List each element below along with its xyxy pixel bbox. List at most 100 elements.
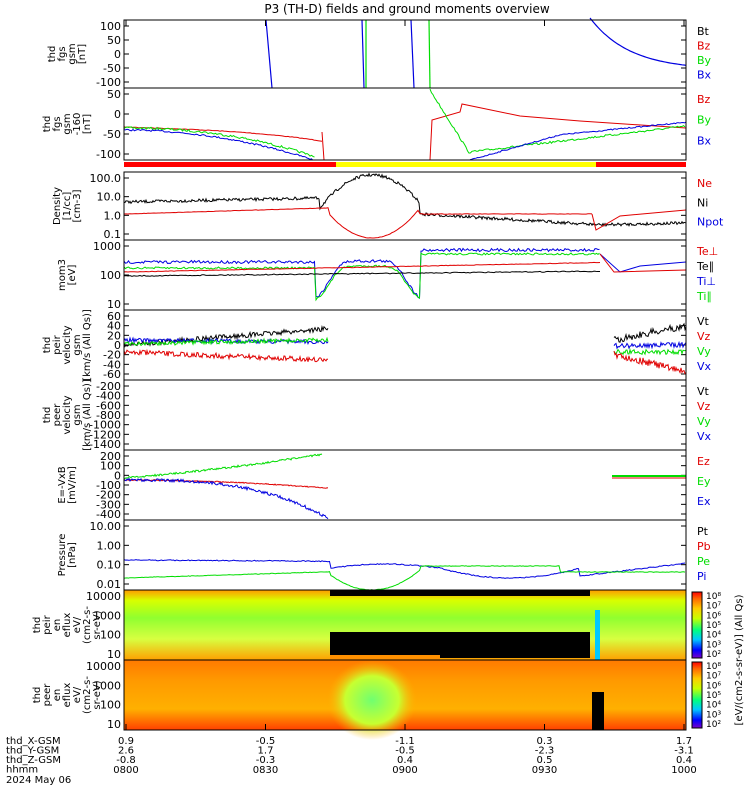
orbit-row-value: 0.4 — [676, 755, 692, 766]
y-label-line: [km/s (All Qs)] — [82, 379, 93, 451]
y-label-line: eflux — [62, 613, 73, 638]
colorbar-tick-label: 10⁷ — [706, 602, 721, 612]
region-bar — [336, 162, 596, 167]
y-tick-label: 40 — [107, 320, 121, 333]
y-tick-label: -100 — [96, 76, 121, 89]
legend-Pi: Pi — [697, 570, 706, 583]
colorbar: 10⁸10⁷10⁶10⁵10⁴10³10²10⁸10⁷10⁶10⁵10⁴10³1… — [691, 591, 745, 730]
chart-title: P3 (TH-D) fields and ground moments over… — [264, 2, 549, 16]
y-tick-label: 10 — [107, 648, 121, 661]
legend-Ne: Ne — [697, 177, 712, 190]
y-tick-label: 10 — [107, 298, 121, 311]
svg-text:[eV/(cm2-s-sr-eV)] (All Qs): [eV/(cm2-s-sr-eV)] (All Qs) — [734, 594, 745, 725]
y-label-line: peir — [42, 614, 53, 634]
y-label-line: gsm — [72, 334, 83, 355]
y-axis-label: mom3 [eV] — [57, 259, 78, 291]
orbit-row-name: hhmm — [6, 765, 38, 776]
y-tick-label: 10.00 — [90, 520, 122, 533]
legend-Ez: Ez — [697, 455, 710, 468]
orbit-row-value: 0.5 — [537, 755, 553, 766]
y-tick-label: 100.0 — [90, 172, 122, 185]
legend-Pb: Pb — [697, 540, 711, 553]
y-label-line: [km/s (All Qs)] — [82, 309, 93, 381]
colorbar-tick-label: 10² — [706, 720, 721, 730]
legend-Vy: Vy — [697, 345, 711, 358]
y-axis-label: Density [1/cc] [cm-3] — [52, 187, 83, 225]
panel-frame — [123, 87, 687, 161]
colorbar-tick-label: 10⁴ — [706, 701, 721, 711]
y-tick-label: -1000 — [89, 419, 121, 432]
y-label-line: fgs — [57, 46, 68, 61]
series-Ti — [123, 252, 600, 302]
y-tick-label: -100 — [96, 148, 121, 161]
y-tick-label: 0 — [114, 48, 121, 61]
y-label-line: Pressure — [57, 534, 68, 577]
y-tick-label: 0 — [114, 469, 121, 482]
colorbar-tick-label: 10⁴ — [706, 631, 721, 641]
colorbar-tick-label: 10⁵ — [706, 691, 721, 701]
y-tick-label: -1200 — [89, 428, 121, 441]
legend-By: By — [697, 114, 712, 127]
y-tick-label: -1400 — [89, 438, 121, 451]
legend-Npot: Npot — [697, 216, 724, 229]
legend-Ni: Ni — [697, 196, 708, 209]
x-tick-label: 0800 — [113, 765, 138, 776]
y-tick-label: 100 — [100, 20, 121, 33]
panel-p3: 100.0 10.0 1.0 0.1 Density [1/cc] [cm-3] Ne Ni Np… — [52, 171, 724, 241]
y-label-line: thd — [42, 337, 53, 354]
series-Bz — [321, 131, 325, 161]
series-By — [429, 88, 686, 154]
y-tick-label: -600 — [96, 399, 121, 412]
panel-p9: 10000 1000 100 10 thd peir en eflux eV/(cm2-s-sr… — [32, 589, 687, 661]
series-Te — [599, 253, 687, 273]
series-Ne — [123, 207, 593, 239]
orbit-row-name: thd_Y-GSM — [6, 746, 59, 757]
series-Bx — [410, 19, 415, 89]
y-tick-label: 50 — [107, 88, 121, 101]
series-By — [123, 126, 315, 158]
orbit-row-value: -0.3 — [256, 755, 276, 766]
y-tick-label: -800 — [96, 409, 121, 422]
legend-Vz: Vz — [697, 400, 711, 413]
y-tick-label: -200 — [96, 489, 121, 502]
series-Pi — [123, 559, 686, 579]
orbit-row-name: thd_Z-GSM — [6, 755, 61, 766]
colorbar-tick-label: 10⁶ — [706, 681, 721, 691]
colorbar-scale — [691, 591, 703, 659]
legend-Ti∥: Ti∥ — [696, 290, 712, 303]
region-bar — [596, 162, 686, 167]
panel-frame — [123, 379, 687, 451]
spectrogram-band — [330, 655, 440, 660]
y-label-line: [nPa] — [67, 542, 78, 568]
legend-Ey: Ey — [697, 475, 711, 488]
y-tick-label: 20 — [107, 329, 121, 342]
y-tick-label: 1000 — [93, 609, 121, 622]
legend-Vt: Vt — [697, 315, 710, 328]
y-axis-label: Pressure [nPa] — [57, 534, 78, 577]
spectrogram-gap — [330, 590, 590, 596]
orbit-row-value: -0.5 — [256, 736, 276, 747]
y-label-line: Density — [52, 187, 63, 225]
orbit-row-value: 0.4 — [397, 755, 413, 766]
y-tick-label: -300 — [96, 498, 121, 511]
spectrogram-feature — [327, 660, 417, 740]
y-tick-label: 100 — [100, 699, 121, 712]
panel-p4: 1000 100 10 mom3 [eV] Te⊥ Te∥ Ti⊥ Ti∥ — [57, 239, 718, 311]
series-Vy — [613, 347, 687, 356]
y-axis-label: thd peer en eflux eV/(cm2-s-sr-eV) — [32, 676, 103, 714]
y-label-line: thd — [42, 407, 53, 424]
y-axis-label: thd fgs gsm -160 [nT] — [42, 113, 93, 136]
y-label-line: eV/ — [72, 616, 83, 633]
series-Vz — [613, 350, 687, 375]
series-Ti — [599, 253, 687, 273]
y-tick-label: -50 — [103, 62, 121, 75]
series-Bz — [429, 103, 687, 161]
colorbar-tick-label: 10⁵ — [706, 621, 721, 631]
y-tick-label: -100 — [96, 479, 121, 492]
y-label-line: thd — [42, 116, 53, 133]
y-tick-label: 1.0 — [104, 209, 122, 222]
legend-Bz: Bz — [697, 40, 711, 53]
y-axis-label: thd peir velocity gsm [km/s (All Qs)] — [42, 309, 93, 381]
